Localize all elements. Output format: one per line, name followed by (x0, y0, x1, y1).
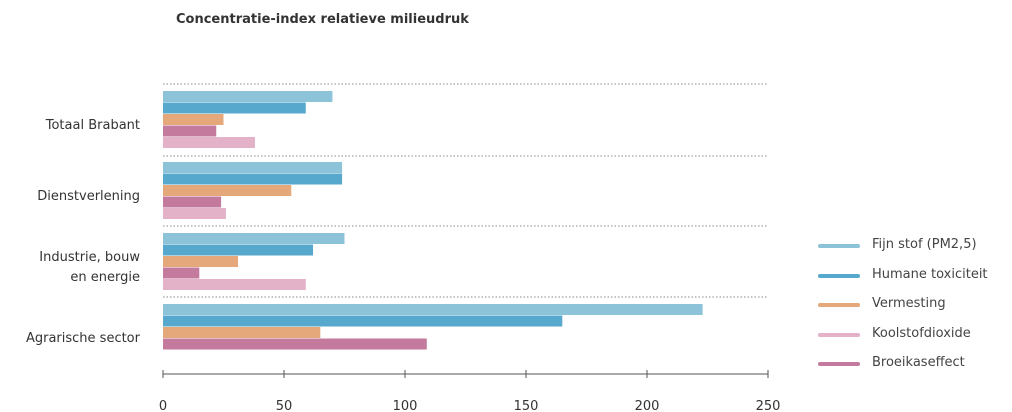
x-tick-label: 200 (635, 399, 660, 412)
category-label: Totaal Brabant (45, 118, 140, 133)
bar (163, 125, 217, 137)
legend-label: Vermesting (872, 296, 946, 311)
x-tick-label: 0 (159, 399, 167, 412)
bar (163, 196, 222, 208)
legend-label: Koolstofdioxide (872, 325, 971, 341)
legend-swatch (818, 273, 860, 278)
category-separators (163, 83, 768, 298)
bar (163, 102, 306, 114)
category-label: Agrarische sector (26, 331, 141, 346)
category-label: en energie (70, 270, 140, 285)
category-label: Industrie, bouw (39, 250, 140, 265)
category-label: Dienstverlening (37, 189, 140, 204)
x-tick-label: 150 (514, 399, 539, 412)
bar-series-group (163, 91, 703, 350)
legend-swatch (818, 303, 860, 307)
legend-label: Fijn stof (PM2,5) (872, 237, 977, 252)
bar (163, 91, 333, 102)
bar (163, 208, 226, 219)
bar (163, 267, 200, 279)
x-tick-label: 250 (756, 399, 781, 412)
bar (163, 338, 427, 350)
x-tick-label: 100 (393, 399, 418, 412)
legend-swatch (818, 244, 860, 248)
bar (163, 233, 345, 244)
legend-swatch (818, 332, 860, 337)
bar (163, 162, 343, 173)
bar (163, 244, 314, 256)
bar (163, 279, 306, 290)
x-tick-label: 50 (276, 399, 293, 412)
legend-label: Humane toxiciteit (872, 266, 988, 282)
chart-title: Concentratie-index relatieve milieudruk (176, 12, 469, 27)
legend-label: Broeikaseffect (872, 355, 965, 370)
bar (163, 315, 563, 327)
bar (163, 185, 292, 196)
x-axis: 0 50 100 150 200 250 (159, 370, 781, 412)
bar (163, 137, 255, 148)
bar (163, 173, 343, 185)
bar (163, 114, 224, 125)
bar (163, 327, 321, 338)
legend-swatch (818, 362, 860, 366)
category-labels: Totaal Brabant Dienstverlening Industrie, … (26, 118, 141, 346)
bar (163, 304, 703, 315)
bar (163, 256, 239, 267)
